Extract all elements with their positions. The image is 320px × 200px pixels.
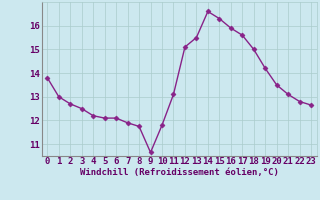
- X-axis label: Windchill (Refroidissement éolien,°C): Windchill (Refroidissement éolien,°C): [80, 168, 279, 177]
